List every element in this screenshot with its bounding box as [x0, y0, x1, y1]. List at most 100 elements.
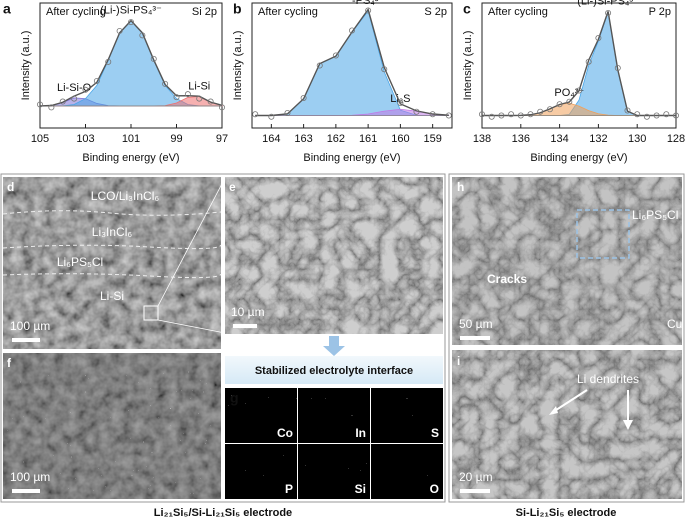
- x-tick-label: 132: [589, 133, 607, 145]
- component-label: (Li-)Si-PS₄³⁻: [577, 0, 639, 8]
- scale-bar: [460, 336, 490, 340]
- frame: [0, 173, 446, 503]
- x-tick-label: 105: [31, 133, 49, 145]
- data-point: [173, 94, 180, 101]
- scale-label: 100 µm: [10, 319, 50, 333]
- component-label: Li-Si: [188, 80, 210, 92]
- element-label: Si 2p: [192, 6, 217, 18]
- x-tick-label: 99: [170, 133, 182, 145]
- label: Cracks: [487, 272, 527, 286]
- scale-bar: [12, 338, 40, 342]
- data-point: [397, 100, 404, 107]
- component-label: (Li-)Si-PS₄³⁻: [100, 5, 162, 17]
- data-point: [268, 113, 275, 120]
- y-axis-label: Intensity (a.u.): [20, 31, 32, 101]
- component-label: Li₂S: [390, 93, 410, 105]
- scale-bar: [233, 324, 257, 328]
- data-point: [381, 66, 388, 73]
- x-axis-label: Binding energy (eV): [82, 152, 179, 164]
- banner-text: Stabilized electrolyte interface: [255, 365, 413, 377]
- scale-bar: [12, 489, 40, 493]
- layer-label: Li₆PS₅Cl: [57, 255, 103, 269]
- element-label: Si: [355, 482, 366, 496]
- fit-line: [39, 19, 223, 107]
- data-point: [643, 113, 650, 120]
- data-point: [162, 80, 169, 87]
- data-point: [605, 9, 612, 16]
- panel-letter: g: [230, 390, 239, 406]
- lower-left-frame: [0, 173, 446, 503]
- data-point: [316, 62, 323, 69]
- element-label: In: [355, 426, 366, 440]
- data-point: [413, 108, 420, 115]
- data-point: [348, 27, 355, 34]
- data-point: [365, 7, 372, 14]
- data-point: [48, 104, 55, 111]
- eds-dots: [371, 454, 443, 476]
- y-axis-label: Intensity (a.u.): [462, 31, 474, 101]
- panel-letter: c: [463, 1, 471, 17]
- x-tick-label: 159: [423, 133, 441, 145]
- x-tick-label: 161: [359, 133, 377, 145]
- data-point: [139, 32, 146, 39]
- data-point: [478, 111, 485, 118]
- panel-letter: a: [3, 1, 11, 17]
- label: Cu: [667, 317, 682, 331]
- data-point: [595, 35, 602, 42]
- data-point: [445, 112, 452, 119]
- scale-label: 100 µm: [10, 470, 50, 484]
- x-tick-label: 101: [122, 133, 140, 145]
- element-label: Co: [277, 426, 293, 440]
- component-label: PO₄³⁻: [554, 87, 584, 99]
- sem-texture: [3, 177, 221, 349]
- component-peak: [482, 11, 676, 116]
- eds-overlay: [3, 370, 221, 495]
- label: Li dendrites: [577, 372, 639, 386]
- x-tick-label: 97: [216, 133, 228, 145]
- x-tick-label: 130: [628, 133, 646, 145]
- data-point: [59, 98, 66, 105]
- layer-label: LCO/Li₃InCl₆: [91, 189, 160, 203]
- data-point: [585, 58, 592, 65]
- panel-letter: i: [457, 354, 460, 368]
- x-tick-label: 163: [294, 133, 312, 145]
- data-point: [488, 113, 495, 120]
- data-point: [527, 111, 534, 118]
- panel-letter: b: [233, 1, 242, 17]
- scale-label: 20 µm: [459, 470, 493, 484]
- arrow: [552, 389, 629, 425]
- zoom-box: [143, 305, 159, 321]
- data-point: [663, 111, 670, 118]
- layer-label: Li₃InCl₆: [92, 225, 133, 239]
- data-point: [252, 111, 259, 118]
- data-point: [429, 111, 436, 118]
- data-point: [116, 27, 123, 34]
- data-point: [37, 101, 44, 108]
- data-point: [653, 112, 660, 119]
- x-tick-label: 128: [667, 133, 685, 145]
- data-point: [82, 86, 89, 93]
- element-label: O: [430, 482, 439, 496]
- data-point: [498, 112, 505, 119]
- data-point: [105, 58, 112, 65]
- component-peak: [255, 10, 449, 116]
- data-point: [576, 87, 583, 94]
- frame: [448, 173, 685, 503]
- x-tick-label: 136: [512, 133, 530, 145]
- data-point: [93, 77, 100, 84]
- highlight-box: [576, 209, 630, 259]
- data-point: [508, 111, 515, 118]
- x-axis-label: Binding energy (eV): [303, 152, 400, 164]
- panel-letter: h: [457, 180, 464, 194]
- title: After cycling: [258, 6, 318, 18]
- layer-label: Li-Si: [100, 289, 124, 303]
- data-point: [614, 65, 621, 72]
- data-point: [546, 106, 553, 113]
- element-label: S: [431, 426, 439, 440]
- eds-dots: [298, 454, 370, 476]
- data-point: [184, 91, 191, 98]
- element-label: P 2p: [649, 6, 671, 18]
- scale-bar: [460, 489, 490, 493]
